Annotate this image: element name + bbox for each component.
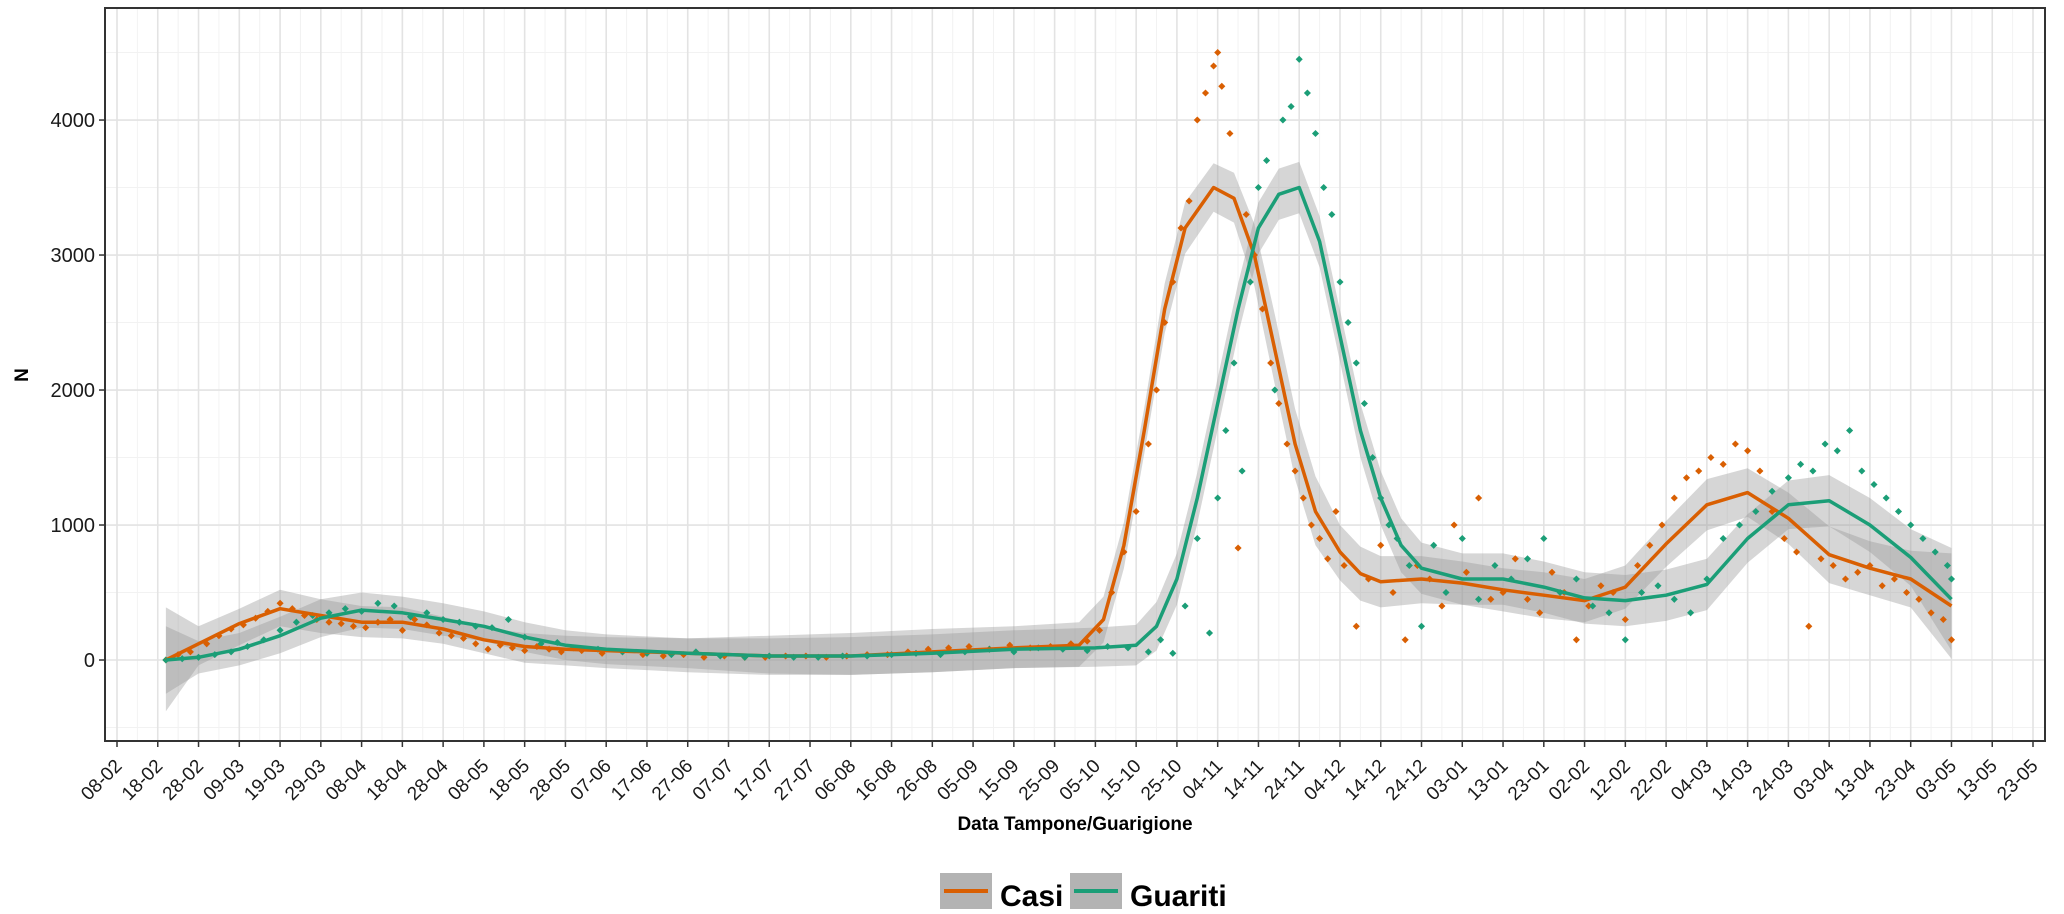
series-line-casi (165, 185, 1953, 662)
data-point-guariti (292, 618, 300, 626)
x-tick-label: 13-05 (1953, 756, 2002, 805)
x-tick-label: 24-03 (1749, 756, 1798, 805)
legend-label-guariti: Guariti (1130, 880, 1227, 909)
data-point-casi (276, 599, 284, 607)
x-tick-label: 05-09 (933, 756, 982, 805)
confidence-bands (165, 161, 1952, 712)
data-point-casi (398, 626, 406, 634)
data-point-guariti (504, 615, 512, 624)
data-point-guariti (374, 599, 382, 607)
x-tick-label: 03-01 (1423, 756, 1472, 805)
y-tick-label: 3000 (51, 245, 96, 267)
data-point-guariti (341, 605, 349, 613)
data-point-casi (337, 620, 345, 628)
data-point-casi (447, 632, 455, 640)
legend: Casi Guariti (940, 873, 1227, 913)
grid-major (105, 8, 2045, 741)
x-tick-label: 25-09 (1015, 756, 1064, 805)
confidence-band-casi (165, 163, 1952, 712)
y-tick-label: 4000 (51, 110, 96, 132)
x-tick-label: 24-11 (1261, 756, 1309, 804)
x-tick-label: 08-05 (444, 756, 493, 805)
x-tick-label: 04-03 (1667, 756, 1716, 805)
y-tick-label: 2000 (51, 380, 96, 402)
smooth-lines (165, 185, 1953, 662)
x-axis-title: Data Tampone/Guarigione (957, 814, 1192, 835)
x-tick-label: 24-12 (1382, 756, 1431, 805)
x-tick-label: 08-02 (77, 756, 126, 805)
x-tick-label: 28-04 (403, 755, 453, 805)
x-tick-label: 27-07 (770, 756, 819, 805)
x-tick-label: 25-10 (1137, 756, 1186, 805)
data-point-casi (362, 624, 370, 632)
x-tick-label: 14-11 (1220, 756, 1268, 804)
x-axis: 08-0218-0228-0209-0319-0329-0308-0418-04… (77, 741, 2043, 805)
x-tick-label: 13-04 (1830, 755, 1880, 805)
data-point-casi (521, 647, 529, 655)
x-tick-label: 18-02 (118, 756, 167, 805)
data-point-guariti (423, 609, 431, 617)
data-point-guariti (276, 626, 284, 634)
x-tick-label: 23-05 (1993, 756, 2042, 805)
x-tick-label: 03-04 (1789, 755, 1839, 805)
x-tick-label: 13-01 (1463, 756, 1512, 805)
data-point-casi (349, 622, 357, 630)
x-tick-label: 04-11 (1179, 756, 1227, 804)
grid-minor (105, 8, 2045, 741)
plot-border (104, 7, 2046, 742)
x-tick-label: 26-08 (893, 756, 942, 805)
x-tick-label: 19-03 (240, 756, 289, 805)
x-tick-label: 06-08 (811, 756, 860, 805)
x-tick-label: 05-10 (1056, 756, 1105, 805)
x-tick-label: 09-03 (200, 756, 249, 805)
x-tick-label: 17-06 (607, 756, 656, 805)
x-tick-label: 23-04 (1871, 755, 1921, 805)
x-tick-label: 07-06 (567, 756, 616, 805)
x-tick-label: 29-03 (281, 756, 330, 805)
y-axis: 0 1000 2000 3000 4000 (51, 110, 105, 672)
x-tick-label: 28-02 (159, 756, 208, 805)
x-tick-label: 28-05 (526, 756, 575, 805)
x-tick-label: 14-12 (1341, 756, 1390, 805)
x-tick-label: 15-10 (1096, 756, 1145, 805)
x-tick-label: 14-03 (1708, 756, 1757, 805)
confidence-band-guariti (165, 161, 1952, 694)
y-axis-title: N (12, 368, 33, 382)
x-tick-label: 12-02 (1586, 756, 1635, 805)
x-tick-label: 08-04 (322, 755, 372, 805)
x-tick-label: 03-05 (1912, 756, 1961, 805)
data-point-guariti (390, 602, 398, 610)
data-point-casi (484, 645, 492, 653)
y-tick-label: 0 (84, 650, 95, 672)
x-tick-label: 18-05 (485, 756, 534, 805)
x-tick-label: 27-06 (648, 756, 697, 805)
y-tick-label: 1000 (51, 515, 96, 537)
x-tick-label: 07-07 (689, 756, 738, 805)
x-tick-label: 17-07 (730, 756, 779, 805)
data-point-casi (472, 640, 480, 648)
x-tick-label: 23-01 (1504, 756, 1553, 805)
series-line-guariti (165, 185, 1953, 662)
x-tick-label: 15-09 (974, 756, 1023, 805)
x-tick-label: 16-08 (852, 756, 901, 805)
x-tick-label: 22-02 (1626, 756, 1675, 805)
legend-label-casi: Casi (1000, 880, 1063, 909)
x-tick-label: 18-04 (363, 755, 413, 805)
data-point-casi (325, 618, 333, 626)
x-tick-label: 02-02 (1545, 756, 1594, 805)
x-tick-label: 04-12 (1300, 756, 1349, 805)
data-point-casi (435, 629, 443, 637)
